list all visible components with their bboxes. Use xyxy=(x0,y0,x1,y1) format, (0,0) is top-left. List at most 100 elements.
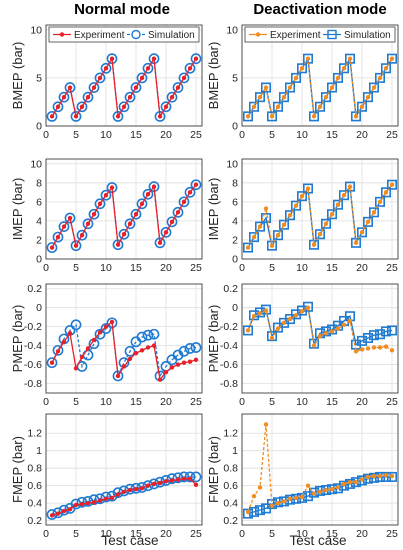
experiment-point xyxy=(257,485,263,490)
x-tick-label: 5 xyxy=(73,528,79,540)
experiment-point xyxy=(103,324,109,329)
experiment-point xyxy=(245,114,251,119)
y-tick-label: 10 xyxy=(30,24,42,36)
simulation-point xyxy=(130,208,142,220)
simulation-point xyxy=(260,82,271,93)
x-tick-label: 0 xyxy=(43,396,49,408)
experiment-point xyxy=(133,350,139,356)
experiment-point xyxy=(133,85,139,90)
experiment-point xyxy=(115,242,121,247)
experiment-point xyxy=(335,485,341,490)
experiment-point xyxy=(269,114,275,119)
simulation-point xyxy=(380,187,391,198)
experiment-point xyxy=(365,94,371,100)
x-tick-label: 20 xyxy=(356,129,368,141)
legend-simulation-marker xyxy=(327,29,337,40)
y-tick-label: 0.6 xyxy=(27,480,42,492)
y-axis-label: IMEP (bar) xyxy=(206,178,221,241)
y-tick-label: 4 xyxy=(232,215,238,227)
simulation-point xyxy=(136,198,148,210)
simulation-point xyxy=(88,208,100,220)
experiment-point xyxy=(251,104,257,109)
y-axis-label: PMEP (bar) xyxy=(206,305,221,373)
simulation-point xyxy=(272,230,283,241)
simulation-point xyxy=(338,63,349,74)
simulation-point xyxy=(136,72,148,84)
simulation-point xyxy=(278,92,289,103)
bmep-normal-panel: 0 5 10 15 20 25 0 5 10 BMEP (bar) Experiment Simula… xyxy=(10,24,203,141)
experiment-point xyxy=(275,104,281,109)
experiment-point xyxy=(251,314,257,319)
x-tick-label: 10 xyxy=(100,528,112,540)
y-axis-label: FMEP (bar) xyxy=(206,436,221,503)
simulation-point xyxy=(64,212,76,224)
y-tick-label: 8 xyxy=(36,177,42,189)
experiment-point xyxy=(103,66,109,71)
experiment-point xyxy=(371,85,377,90)
y-tick-label: 8 xyxy=(232,177,238,189)
y-axis-label: IMEP (bar) xyxy=(10,178,25,241)
simulation-point xyxy=(374,72,385,83)
experiment-point xyxy=(329,486,335,492)
x-tick-label: 20 xyxy=(356,262,368,274)
experiment-point xyxy=(323,94,329,100)
experiment-point xyxy=(257,94,263,100)
experiment-point xyxy=(67,85,73,90)
y-tick-label: -0.8 xyxy=(220,378,238,390)
experiment-point xyxy=(187,190,193,195)
experiment-point xyxy=(311,242,317,247)
x-tick-label: 10 xyxy=(296,396,308,408)
experiment-point xyxy=(67,331,73,336)
experiment-point xyxy=(341,66,347,71)
simulation-point xyxy=(166,91,178,103)
experiment-point xyxy=(61,508,67,514)
experiment-point xyxy=(109,56,115,61)
simulation-point xyxy=(142,480,154,492)
experiment-point xyxy=(341,481,347,487)
experiment-point xyxy=(55,104,61,109)
experiment-point xyxy=(175,362,181,367)
simulation-point xyxy=(82,218,94,230)
experiment-point xyxy=(187,359,193,364)
experiment-point xyxy=(281,222,287,227)
x-tick-label: 20 xyxy=(160,262,172,274)
experiment-point xyxy=(121,364,127,369)
axes-frame xyxy=(241,413,399,526)
experiment-point xyxy=(377,345,383,350)
experiment-point xyxy=(163,479,169,484)
simulation-point xyxy=(148,328,160,340)
y-tick-label: 2 xyxy=(36,234,42,246)
simulation-point xyxy=(380,63,391,74)
x-tick-label: 15 xyxy=(326,262,338,274)
y-tick-label: 6 xyxy=(232,196,238,208)
experiment-point xyxy=(73,114,79,119)
experiment-point xyxy=(115,373,121,379)
simulation-point xyxy=(356,335,367,346)
y-axis-label: BMEP (bar) xyxy=(206,42,221,110)
experiment-point xyxy=(257,224,263,229)
simulation-point xyxy=(338,190,349,201)
experiment-point xyxy=(55,511,61,516)
simulation-point xyxy=(386,179,397,190)
simulation-point xyxy=(386,325,397,336)
experiment-point xyxy=(389,348,395,353)
simulation-point xyxy=(368,82,379,93)
experiment-point xyxy=(157,480,163,486)
experiment-point xyxy=(251,234,257,240)
experiment-point xyxy=(49,245,55,250)
experiment-point xyxy=(67,507,73,512)
experiment-point xyxy=(269,243,275,248)
simulation-point xyxy=(260,213,271,224)
experiment-point xyxy=(293,75,299,81)
simulation-point xyxy=(243,111,254,122)
experiment-point xyxy=(103,192,109,198)
simulation-point xyxy=(326,209,337,220)
simulation-point xyxy=(332,72,343,83)
experiment-point xyxy=(103,496,109,501)
experiment-point xyxy=(91,85,97,90)
experiment-point xyxy=(329,85,335,90)
experiment-point xyxy=(163,230,169,235)
legend-simulation-label: Simulation xyxy=(344,30,391,41)
experiment-point xyxy=(151,481,157,487)
